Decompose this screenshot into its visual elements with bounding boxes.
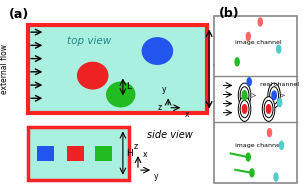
Text: y: y: [154, 172, 159, 181]
FancyBboxPatch shape: [28, 25, 207, 113]
Circle shape: [142, 38, 172, 64]
Bar: [67, 146, 84, 161]
Bar: [95, 146, 112, 161]
Circle shape: [272, 91, 276, 100]
Circle shape: [279, 141, 284, 149]
Text: (b): (b): [219, 7, 239, 20]
Circle shape: [240, 100, 249, 118]
Text: (a): (a): [9, 8, 29, 21]
Text: y: y: [161, 84, 166, 94]
Circle shape: [270, 87, 278, 104]
Text: real channel: real channel: [260, 82, 299, 87]
Text: external flow: external flow: [0, 44, 9, 94]
Circle shape: [267, 129, 272, 137]
Text: top view: top view: [67, 36, 111, 46]
Circle shape: [277, 45, 281, 53]
Circle shape: [78, 62, 108, 89]
Circle shape: [258, 18, 262, 26]
Circle shape: [246, 33, 250, 40]
Circle shape: [238, 83, 251, 108]
Circle shape: [250, 169, 254, 177]
Circle shape: [266, 105, 271, 113]
Circle shape: [238, 97, 251, 121]
Circle shape: [247, 78, 251, 86]
Circle shape: [278, 99, 282, 107]
Text: z: z: [158, 103, 162, 112]
FancyBboxPatch shape: [28, 127, 129, 180]
Circle shape: [242, 91, 247, 100]
Text: side view: side view: [147, 130, 192, 140]
Text: H: H: [126, 149, 133, 158]
Text: image channel: image channel: [235, 143, 282, 148]
Text: z: z: [134, 142, 138, 151]
Circle shape: [107, 82, 135, 107]
Text: W: W: [213, 64, 222, 74]
Circle shape: [240, 87, 249, 104]
Text: L: L: [126, 82, 131, 91]
Bar: [37, 146, 54, 161]
Circle shape: [242, 105, 247, 113]
Circle shape: [268, 83, 280, 108]
Circle shape: [262, 97, 275, 121]
Circle shape: [235, 58, 239, 66]
Text: image channel: image channel: [235, 40, 282, 45]
Circle shape: [274, 173, 278, 181]
Text: x: x: [142, 150, 147, 159]
Circle shape: [246, 153, 250, 161]
Text: x: x: [184, 110, 189, 119]
Circle shape: [264, 100, 273, 118]
